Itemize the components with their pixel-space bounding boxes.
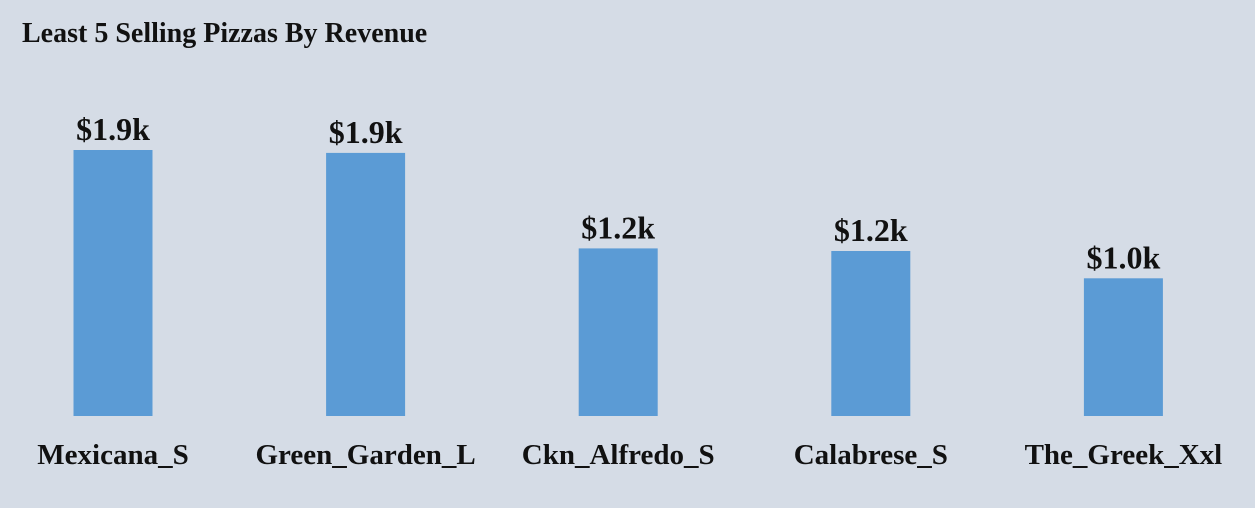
bar-ckn-alfredo-s	[578, 248, 658, 416]
data-label: $1.2k	[834, 212, 908, 248]
category-label: Ckn_Alfredo_S	[522, 439, 715, 471]
data-label: $1.2k	[581, 209, 655, 245]
bar-calabrese-s	[831, 251, 911, 416]
bar-green-garden-l	[326, 152, 406, 416]
data-label: $1.9k	[76, 111, 150, 147]
data-label: $1.9k	[329, 114, 403, 150]
category-label: Green_Garden_L	[256, 439, 476, 471]
bar-mexicana-s	[73, 150, 153, 416]
data-label: $1.0k	[1087, 239, 1161, 275]
category-label: The_Greek_Xxl	[1025, 439, 1223, 471]
category-label: Calabrese_S	[794, 439, 948, 471]
bar-the-greek-xxl	[1083, 278, 1163, 416]
category-label: Mexicana_S	[37, 439, 188, 471]
chart-title: Least 5 Selling Pizzas By Revenue	[22, 18, 428, 49]
